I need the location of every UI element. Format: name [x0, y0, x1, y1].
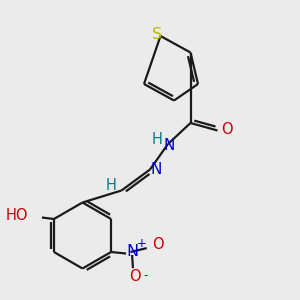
Text: -: - — [143, 269, 148, 283]
Text: N: N — [164, 138, 175, 153]
Text: H: H — [106, 178, 116, 193]
Text: N: N — [151, 162, 162, 177]
Text: N: N — [126, 244, 138, 260]
Text: S: S — [152, 27, 162, 42]
Text: O: O — [130, 269, 141, 284]
Text: +: + — [137, 237, 147, 250]
Text: HO: HO — [6, 208, 28, 224]
Text: O: O — [221, 122, 233, 136]
Text: O: O — [152, 237, 164, 252]
Text: H: H — [152, 132, 163, 147]
